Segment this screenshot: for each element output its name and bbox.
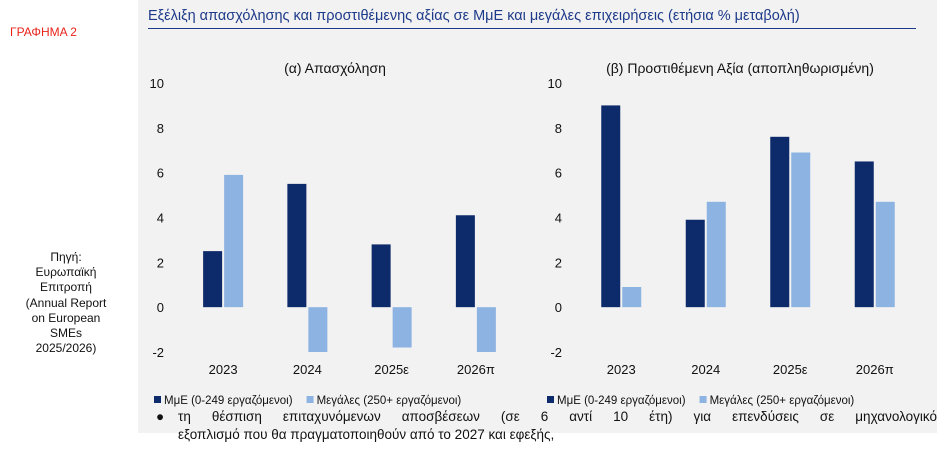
legend-label: Μεγάλες (250+ εργαζόμενοι) (710, 395, 855, 407)
bar-sme (601, 105, 621, 308)
source-note: Πηγή: Ευρωπαϊκή Επιτροπή (Annual Report … (25, 250, 107, 356)
bullet-line-1: τη θέσπιση επιταχυνόμενων αποσβέσεων (σε… (178, 409, 937, 424)
bar-sme (770, 136, 790, 308)
bar-large (706, 201, 726, 308)
y-tick-label: 2 (157, 255, 164, 270)
x-tick-label: 2023 (607, 362, 636, 377)
left-column: ΓΡΑΦΗΜΑ 2 Πηγή: Ευρωπαϊκή Επιτροπή (Annu… (0, 0, 130, 457)
y-tick-label: 4 (157, 211, 164, 226)
y-tick-label: 0 (157, 300, 164, 315)
x-tick-label: 2026π (457, 362, 495, 377)
bullet-line-2: εξοπλισμό που θα πραγματοποιηθούν από το… (178, 427, 555, 442)
bar-sme (371, 244, 391, 308)
legend-label: Μεγάλες (250+ εργαζόμενοι) (317, 395, 462, 407)
bar-sme (203, 251, 223, 308)
bar-sme (854, 161, 874, 308)
legend-swatch (306, 396, 314, 403)
title-underline (148, 28, 916, 29)
bar-sme (455, 215, 475, 308)
y-tick-label: 6 (555, 166, 562, 181)
bar-large (875, 201, 895, 308)
bar-large (392, 307, 412, 348)
x-tick-label: 2025ε (374, 362, 409, 377)
x-tick-label: 2026π (856, 362, 894, 377)
bullet-dot: ● (156, 409, 165, 424)
chart-employment: (α) Απασχόληση -2 0 2 4 6 8 10 2023 2024 2025ε 2026… (150, 60, 496, 407)
bullet-text: ● τη θέσπιση επιταχυνόμενων αποσβέσεων (… (148, 408, 937, 444)
y-tick-label: 8 (555, 121, 562, 136)
legend-swatch (547, 396, 554, 403)
y-tick-label: -2 (550, 345, 562, 360)
y-tick-label: 6 (157, 166, 164, 181)
chart-title: (β) Προστιθέμενη Αξία (αποπληθωρισμένη) (606, 60, 874, 76)
y-tick-label: 2 (555, 255, 562, 270)
bar-large (791, 152, 811, 308)
bullet-continuation: εξοπλισμό που θα πραγματοποιηθούν από το… (148, 426, 937, 444)
figure-title: Εξέλιξη απασχόλησης και προστιθέμενης αξ… (148, 8, 800, 24)
bullet-item: ● τη θέσπιση επιταχυνόμενων αποσβέσεων (… (148, 408, 937, 426)
x-tick-label: 2023 (209, 362, 238, 377)
y-tick-label: 10 (548, 76, 562, 91)
legend-label: ΜμΕ (0-249 εργαζόμενοι) (164, 395, 293, 407)
bar-sme (685, 219, 705, 308)
x-tick-label: 2024 (691, 362, 720, 377)
chart-value-added: (β) Προστιθέμενη Αξία (αποπληθωρισμένη) -… (547, 60, 895, 407)
y-tick-label: 8 (157, 121, 164, 136)
y-tick-label: 10 (150, 76, 164, 91)
bar-large (622, 286, 642, 308)
legend-label: ΜμΕ (0-249 εργαζόμενοι) (557, 395, 686, 407)
figure-label: ΓΡΑΦΗΜΑ 2 (10, 25, 77, 39)
bar-large (224, 174, 244, 308)
bar-sme (287, 183, 307, 308)
legend-swatch (699, 396, 707, 403)
x-tick-label: 2025ε (773, 362, 808, 377)
chart-title: (α) Απασχόληση (284, 60, 386, 76)
y-tick-label: 4 (555, 211, 562, 226)
legend-swatch (154, 396, 161, 403)
x-tick-label: 2024 (293, 362, 322, 377)
y-tick-label: 0 (555, 300, 562, 315)
bar-large (476, 307, 496, 352)
bar-large (308, 307, 328, 352)
y-tick-label: -2 (152, 345, 164, 360)
